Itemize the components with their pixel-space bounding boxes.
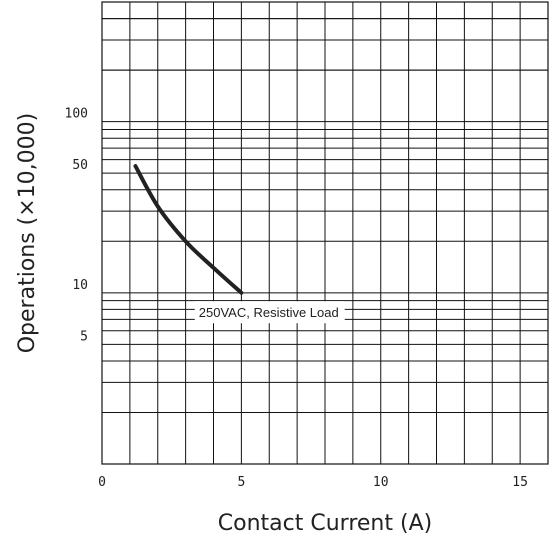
- y-tick-label: 50: [72, 158, 88, 173]
- annotation-label: 250VAC, Resistive Load: [199, 305, 339, 320]
- x-tick-label: 10: [373, 475, 389, 490]
- y-tick-label: 5: [80, 329, 88, 344]
- y-axis-title: Operations (×10,000): [15, 113, 40, 354]
- x-tick-label: 0: [98, 475, 106, 490]
- plot-frame: [101, 1, 549, 465]
- y-tick-label: 100: [65, 107, 88, 122]
- plot-border: [101, 1, 549, 465]
- series: [133, 164, 244, 295]
- annotations: 250VAC, Resistive Load: [194, 301, 345, 324]
- x-axis-title: Contact Current (A): [218, 511, 432, 536]
- x-tick-labels: 0 5 10 15: [98, 475, 528, 490]
- y-tick-labels: 100 50 10 5: [65, 107, 88, 345]
- grid: [102, 2, 548, 464]
- series-line: [133, 164, 244, 295]
- x-tick-label: 15: [512, 475, 528, 490]
- y-tick-label: 10: [72, 278, 88, 293]
- x-tick-label: 5: [237, 475, 245, 490]
- annotation-background: [194, 301, 345, 324]
